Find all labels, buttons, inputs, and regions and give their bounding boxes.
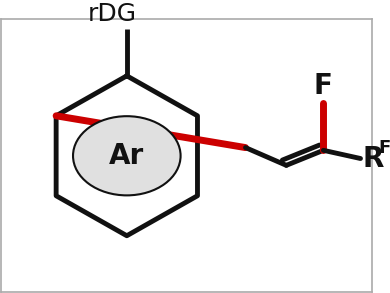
Text: rDG: rDG [87, 2, 136, 26]
Circle shape [73, 116, 181, 195]
Text: F: F [378, 139, 390, 156]
Text: R: R [362, 144, 384, 173]
Text: F: F [314, 72, 333, 100]
Text: Ar: Ar [109, 142, 144, 170]
